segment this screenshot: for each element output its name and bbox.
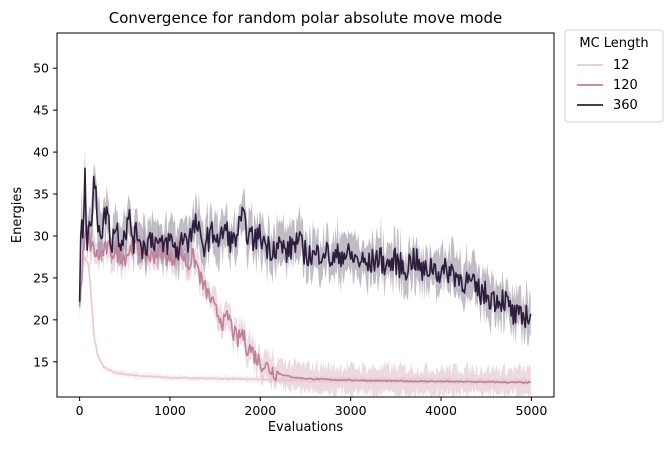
legend: MC Length 12 120 360 — [564, 29, 664, 123]
chart-title: Convergence for random polar absolute mo… — [109, 9, 502, 27]
legend-title: MC Length — [579, 36, 648, 51]
line-series-360 — [78, 167, 532, 329]
y-tick-label: 15 — [33, 354, 49, 369]
x-axis: 0 1000 2000 3000 4000 5000 — [76, 397, 548, 418]
x-tick-label: 2000 — [244, 403, 276, 418]
legend-box — [564, 29, 664, 123]
y-tick-label: 40 — [33, 145, 49, 160]
y-tick-label: 35 — [33, 187, 49, 202]
x-tick-label: 1000 — [154, 403, 186, 418]
y-tick-label: 25 — [33, 270, 49, 285]
series-lines — [78, 167, 532, 384]
x-axis-label: Evaluations — [268, 420, 344, 435]
y-tick-label: 50 — [33, 61, 49, 76]
line-series-120 — [78, 224, 531, 384]
y-tick-label: 20 — [33, 312, 49, 327]
legend-label-360: 360 — [613, 98, 638, 113]
x-tick-label: 0 — [76, 403, 84, 418]
y-tick-label: 45 — [33, 103, 49, 118]
x-tick-label: 4000 — [425, 403, 457, 418]
y-axis-label: Energies — [10, 187, 25, 243]
x-tick-label: 3000 — [335, 403, 367, 418]
y-axis: 15 20 25 30 35 40 45 50 — [33, 61, 57, 369]
y-tick-label: 30 — [33, 228, 49, 243]
band-12 — [79, 255, 531, 386]
confidence-bands — [79, 148, 531, 397]
legend-label-120: 120 — [613, 78, 638, 93]
x-tick-label: 5000 — [516, 403, 548, 418]
plot-frame — [56, 32, 555, 398]
legend-label-12: 12 — [613, 58, 630, 73]
